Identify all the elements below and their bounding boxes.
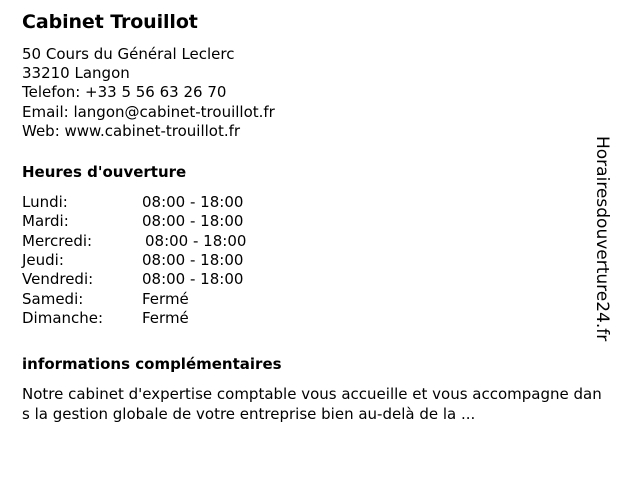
table-row: Dimanche: Fermé xyxy=(22,309,246,328)
phone-line: Telefon: +33 5 56 63 26 70 xyxy=(22,83,227,102)
additional-info-text: Notre cabinet d'expertise comptable vous… xyxy=(22,385,602,423)
hours-time-value: 08:00 - 18:00 xyxy=(142,270,244,289)
hours-day-label: Mardi: xyxy=(22,212,69,231)
additional-info-heading: informations complémentaires xyxy=(22,355,282,374)
hours-day-label: Samedi: xyxy=(22,289,84,308)
opening-hours-table: Lundi: 08:00 - 18:00 Mardi: 08:00 - 18:0… xyxy=(22,193,246,328)
email-line: Email: langon@cabinet-trouillot.fr xyxy=(22,102,275,121)
hours-time-value: Fermé xyxy=(142,289,189,308)
website-line: Web: www.cabinet-trouillot.fr xyxy=(22,121,241,140)
hours-time-value: 08:00 - 18:00 xyxy=(145,231,247,250)
hours-time-value: 08:00 - 18:00 xyxy=(142,212,244,231)
address-city: 33210 Langon xyxy=(22,64,130,83)
table-row: Samedi: Fermé xyxy=(22,290,246,309)
hours-day-label: Vendredi: xyxy=(22,270,94,289)
table-row: Jeudi: 08:00 - 18:00 xyxy=(22,251,246,270)
hours-day-label: Mercredi: xyxy=(22,231,93,250)
contact-block: 50 Cours du Général Leclerc 33210 Langon… xyxy=(22,45,607,141)
table-row: Mardi: 08:00 - 18:00 xyxy=(22,212,246,231)
address-street: 50 Cours du Général Leclerc xyxy=(22,45,235,63)
hours-day-label: Lundi: xyxy=(22,193,68,212)
site-watermark: Horairesdouverture24.fr xyxy=(592,136,612,342)
table-row: Lundi: 08:00 - 18:00 xyxy=(22,193,246,212)
page-title: Cabinet Trouillot xyxy=(22,11,198,33)
hours-day-label: Jeudi: xyxy=(22,250,64,269)
opening-hours-heading: Heures d'ouverture xyxy=(22,163,187,182)
table-row: Vendredi: 08:00 - 18:00 xyxy=(22,270,246,289)
hours-time-value: 08:00 - 18:00 xyxy=(142,193,244,212)
hours-time-value: 08:00 - 18:00 xyxy=(142,250,244,269)
content-column: Cabinet Trouillot 50 Cours du Général Le… xyxy=(22,0,607,439)
hours-time-value: Fermé xyxy=(142,308,189,327)
hours-day-label: Dimanche: xyxy=(22,308,104,327)
table-row: Mercredi: 08:00 - 18:00 xyxy=(22,232,246,251)
